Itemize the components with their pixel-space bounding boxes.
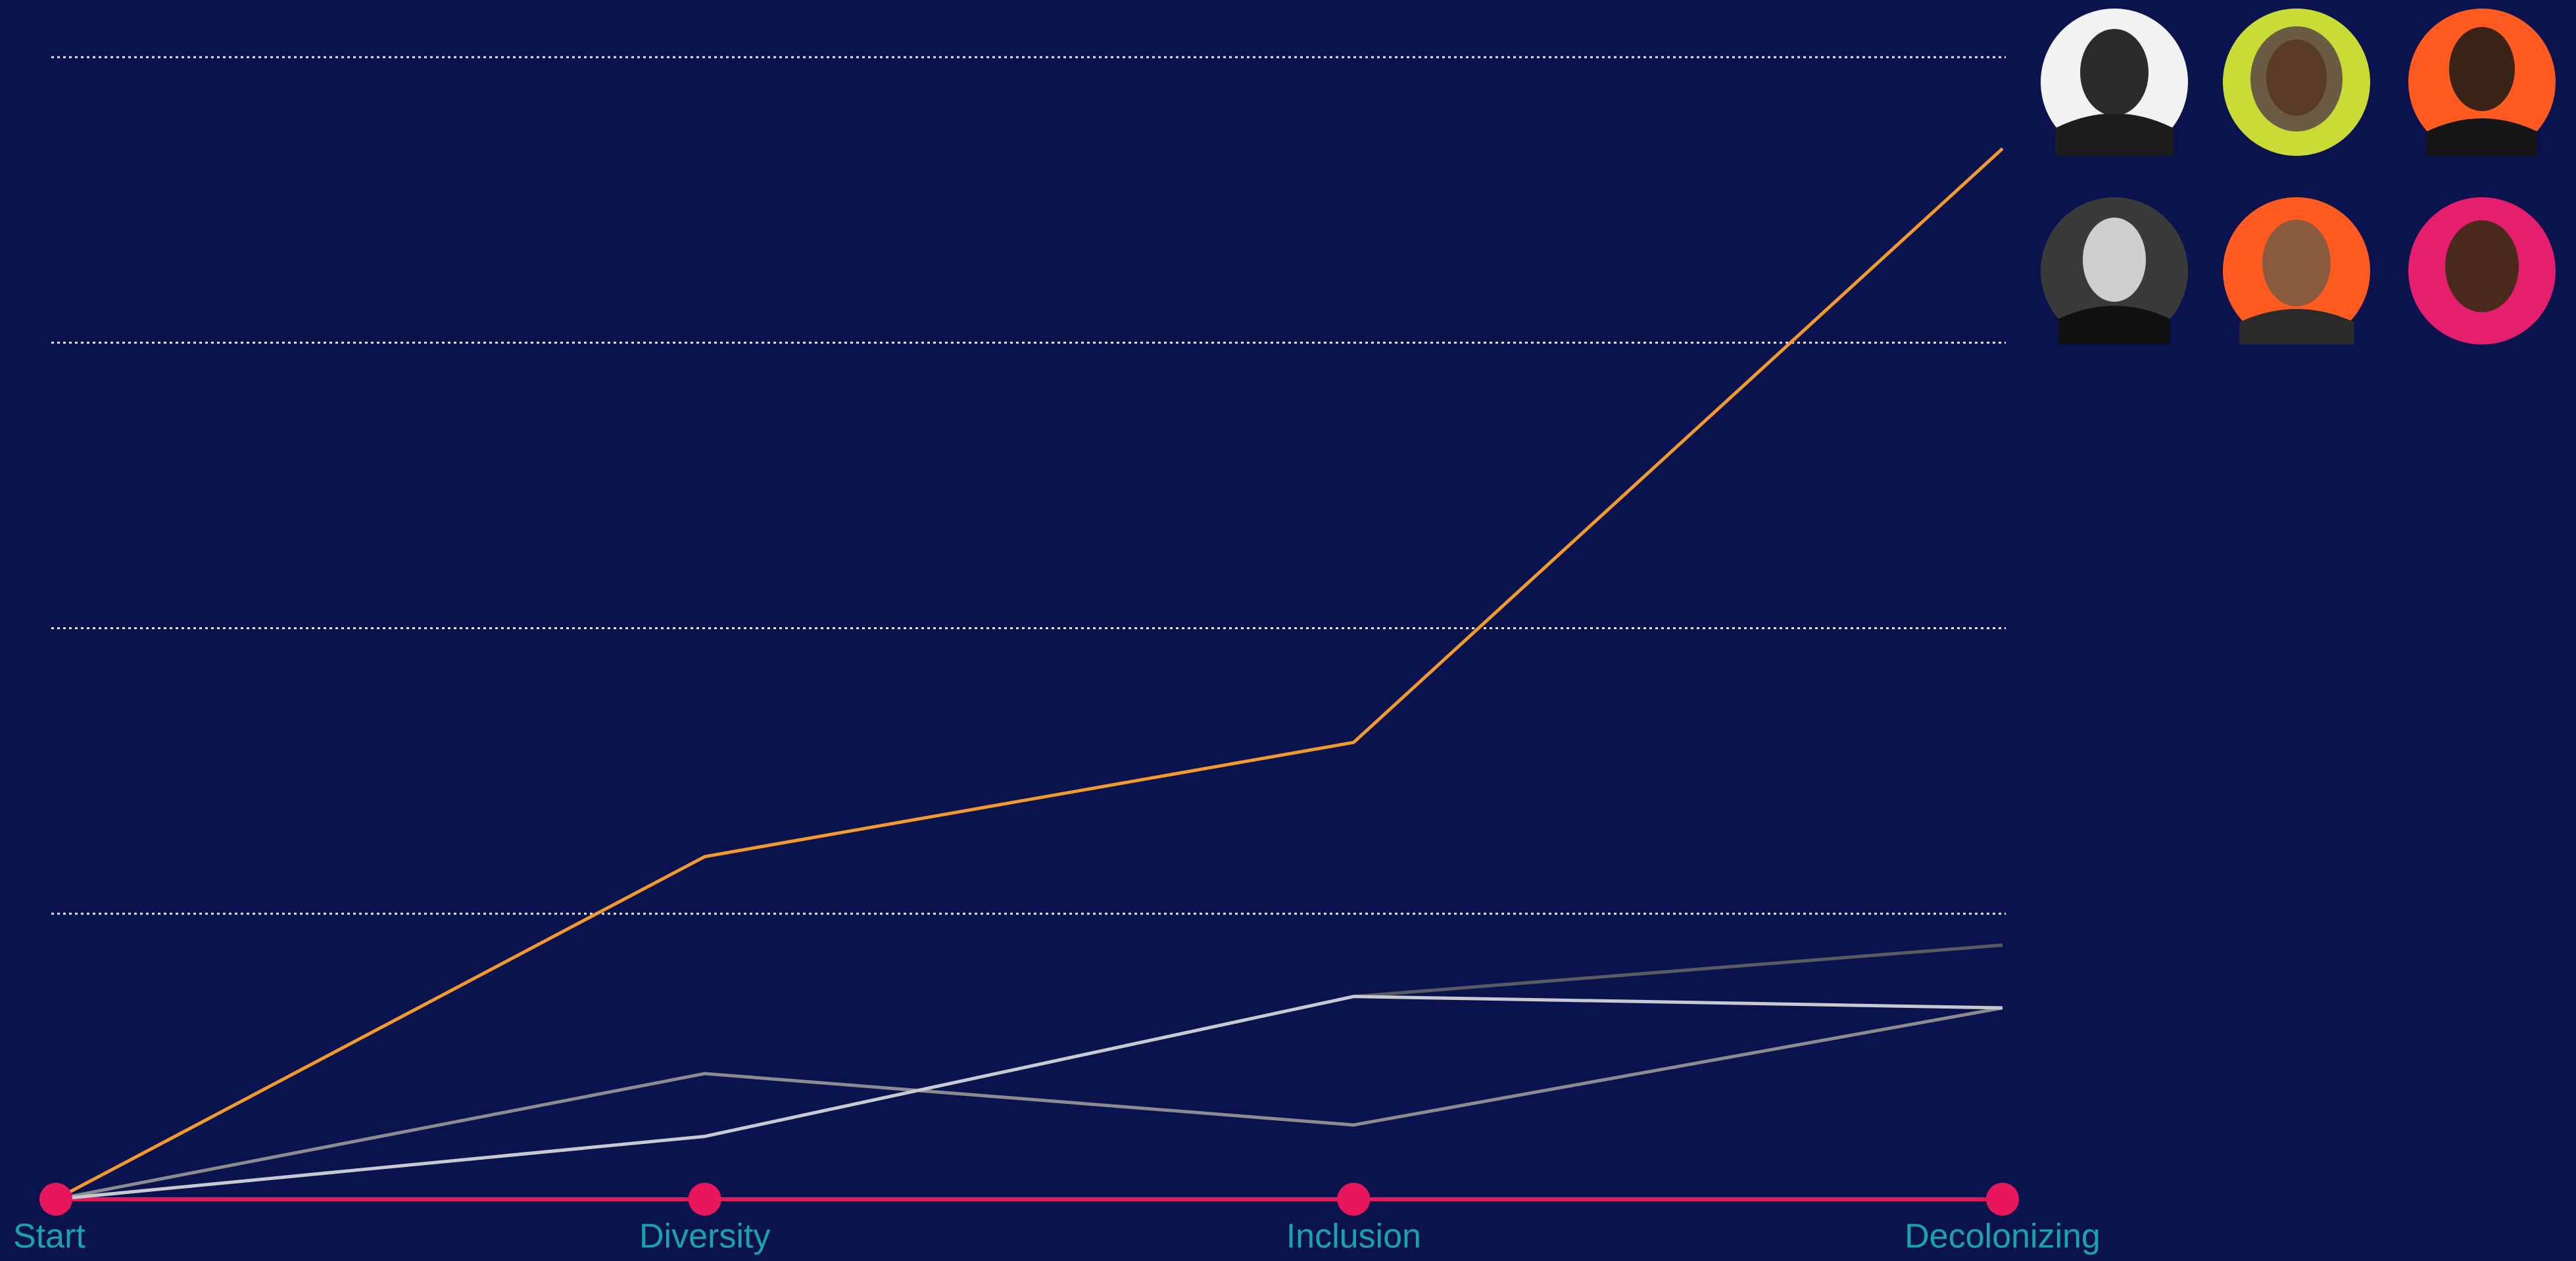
- x-tick-label: Start: [13, 1218, 85, 1256]
- category-dot: [1337, 1183, 1371, 1216]
- avatar: [2223, 197, 2370, 345]
- category-dot: [39, 1183, 72, 1216]
- avatar: [2041, 197, 2188, 345]
- category-dot: [1986, 1183, 2019, 1216]
- x-tick-label: Diversity: [639, 1218, 770, 1256]
- avatar: [2041, 9, 2188, 156]
- avatar: [2408, 197, 2556, 345]
- series-line: [55, 1006, 2003, 1201]
- avatar: [2408, 9, 2556, 156]
- category-dot: [688, 1183, 721, 1216]
- avatar: [2223, 9, 2370, 156]
- x-tick-label: Inclusion: [1286, 1218, 1421, 1256]
- x-tick-label: Decolonizing: [1905, 1218, 2101, 1256]
- avatars: [2041, 9, 2556, 345]
- series-line: [55, 995, 2003, 1201]
- series-line: [55, 147, 2004, 1201]
